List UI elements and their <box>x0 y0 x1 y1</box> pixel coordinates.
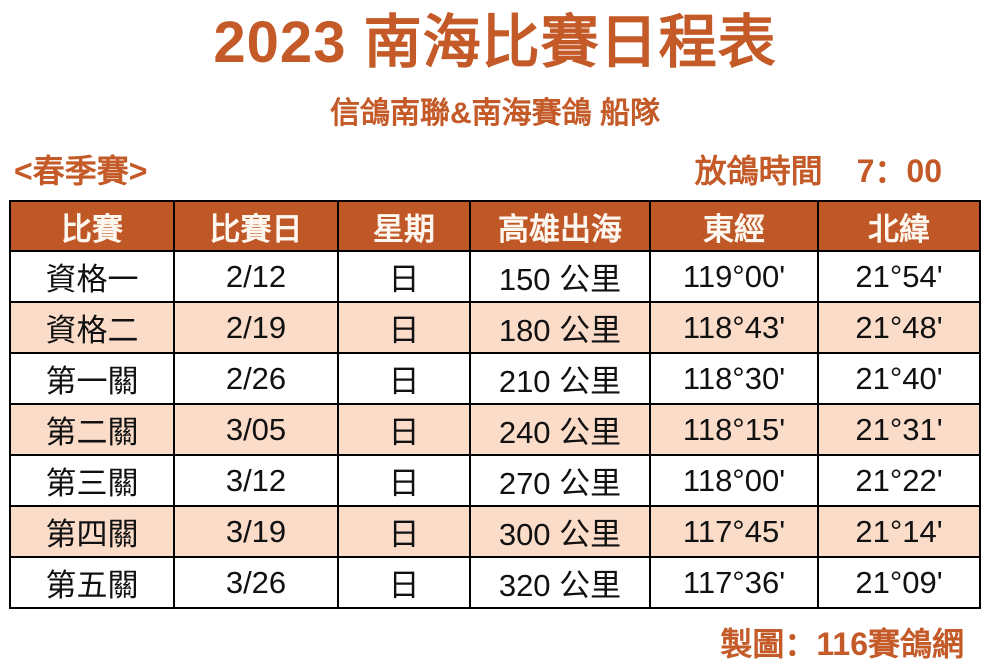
table-body: 資格一 2/12 日 150 公里 119°00' 21°54' 資格二 2/1… <box>9 250 981 609</box>
cell-latitude: 21°54' <box>817 250 981 303</box>
cell-race: 第一關 <box>9 352 175 405</box>
header-row: 比賽 比賽日 星期 高雄出海 東經 北緯 <box>9 200 981 252</box>
table-row: 資格二 2/19 日 180 公里 118°43' 21°48' <box>9 301 981 354</box>
meta-row: <春季賽> 放鴿時間 7：00 <box>0 132 990 200</box>
cell-date: 2/19 <box>173 301 339 354</box>
cell-race: 第五關 <box>9 556 175 609</box>
release-time-label: 放鴿時間 <box>694 153 823 189</box>
column-header-race: 比賽 <box>9 200 175 252</box>
column-header-longitude: 東經 <box>649 200 819 252</box>
cell-longitude: 118°00' <box>649 454 819 507</box>
table-row: 資格一 2/12 日 150 公里 119°00' 21°54' <box>9 250 981 303</box>
cell-distance: 270 公里 <box>469 454 651 507</box>
cell-longitude: 117°36' <box>649 556 819 609</box>
cell-longitude: 118°43' <box>649 301 819 354</box>
table-header: 比賽 比賽日 星期 高雄出海 東經 北緯 <box>9 200 981 252</box>
season-label: <春季賽> <box>14 153 148 189</box>
cell-longitude: 119°00' <box>649 250 819 303</box>
cell-race: 第二關 <box>9 403 175 456</box>
cell-latitude: 21°40' <box>817 352 981 405</box>
column-header-latitude: 北緯 <box>817 200 981 252</box>
release-time-value: 7：00 <box>856 153 942 189</box>
table-row: 第三關 3/12 日 270 公里 118°00' 21°22' <box>9 454 981 507</box>
page-subtitle: 信鴿南聯&南海賽鴿 船隊 <box>330 97 660 130</box>
cell-latitude: 21°14' <box>817 505 981 558</box>
column-header-weekday: 星期 <box>337 200 471 252</box>
cell-date: 3/05 <box>173 403 339 456</box>
cell-race: 資格一 <box>9 250 175 303</box>
cell-race: 第三關 <box>9 454 175 507</box>
column-header-date: 比賽日 <box>173 200 339 252</box>
cell-longitude: 118°30' <box>649 352 819 405</box>
cell-distance: 240 公里 <box>469 403 651 456</box>
cell-weekday: 日 <box>337 301 471 354</box>
cell-distance: 150 公里 <box>469 250 651 303</box>
cell-weekday: 日 <box>337 505 471 558</box>
table-row: 第五關 3/26 日 320 公里 117°36' 21°09' <box>9 556 981 609</box>
cell-date: 2/12 <box>173 250 339 303</box>
cell-latitude: 21°48' <box>817 301 981 354</box>
cell-distance: 300 公里 <box>469 505 651 558</box>
cell-date: 3/12 <box>173 454 339 507</box>
cell-date: 3/26 <box>173 556 339 609</box>
cell-distance: 320 公里 <box>469 556 651 609</box>
schedule-table: 比賽 比賽日 星期 高雄出海 東經 北緯 資格一 2/12 日 150 公里 1… <box>9 200 981 609</box>
cell-race: 第四關 <box>9 505 175 558</box>
cell-longitude: 118°15' <box>649 403 819 456</box>
cell-weekday: 日 <box>337 556 471 609</box>
cell-weekday: 日 <box>337 250 471 303</box>
column-header-distance: 高雄出海 <box>469 200 651 252</box>
cell-distance: 180 公里 <box>469 301 651 354</box>
cell-race: 資格二 <box>9 301 175 354</box>
cell-weekday: 日 <box>337 403 471 456</box>
credit-line: 製圖：116賽鴿網 <box>720 626 964 662</box>
page-title: 2023 南海比賽日程表 <box>213 10 777 75</box>
table-row: 第四關 3/19 日 300 公里 117°45' 21°14' <box>9 505 981 558</box>
cell-weekday: 日 <box>337 352 471 405</box>
release-time: 放鴿時間 7：00 <box>695 146 942 192</box>
cell-distance: 210 公里 <box>469 352 651 405</box>
cell-date: 3/19 <box>173 505 339 558</box>
cell-longitude: 117°45' <box>649 505 819 558</box>
cell-latitude: 21°09' <box>817 556 981 609</box>
cell-latitude: 21°31' <box>817 403 981 456</box>
table-row: 第二關 3/05 日 240 公里 118°15' 21°31' <box>9 403 981 456</box>
cell-latitude: 21°22' <box>817 454 981 507</box>
cell-date: 2/26 <box>173 352 339 405</box>
cell-weekday: 日 <box>337 454 471 507</box>
table-row: 第一關 2/26 日 210 公里 118°30' 21°40' <box>9 352 981 405</box>
